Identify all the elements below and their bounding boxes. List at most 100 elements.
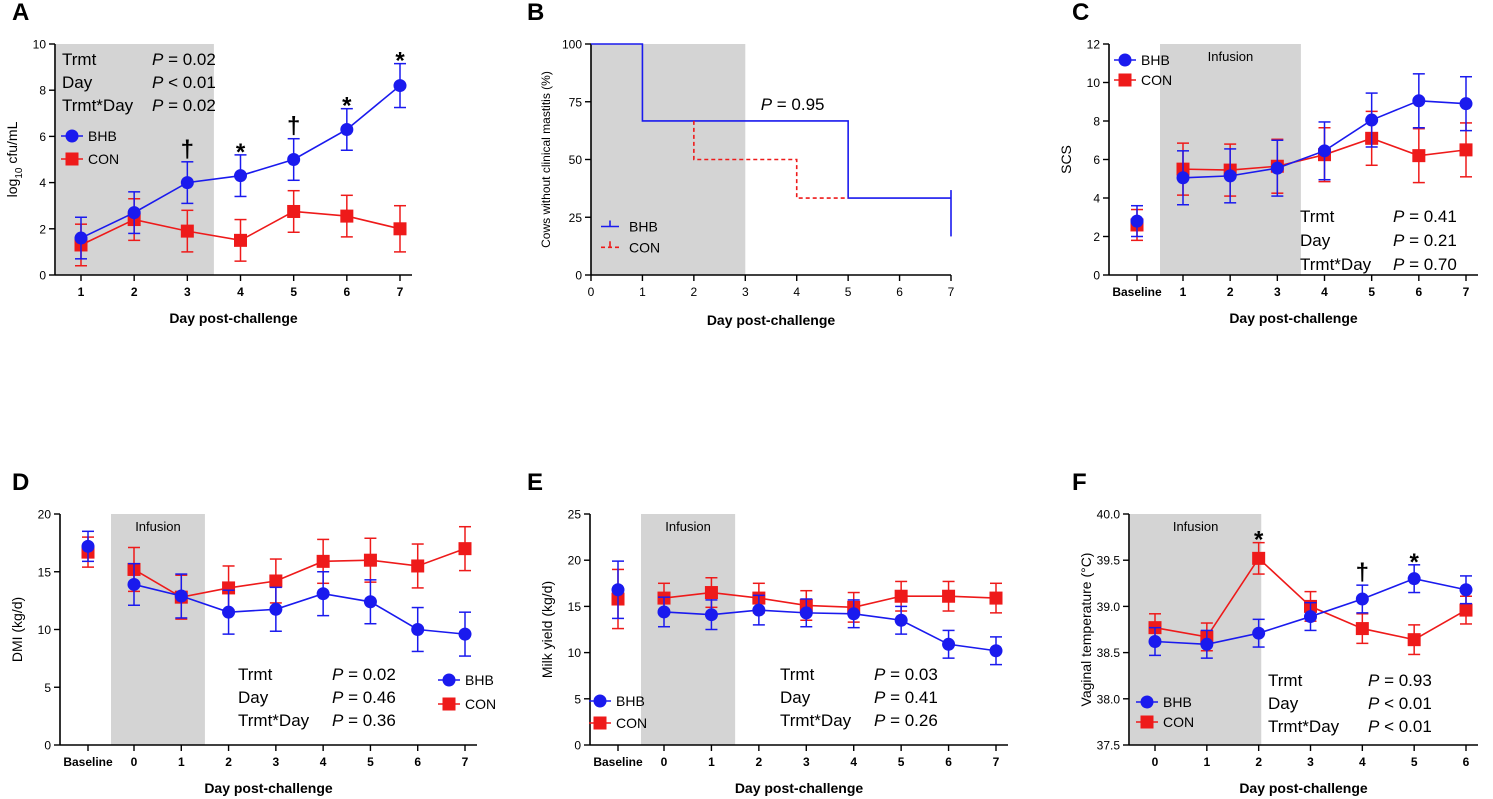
stat-term: Day bbox=[1268, 694, 1299, 713]
data-point-BHB bbox=[1148, 635, 1162, 649]
panel-E: Infusion 0 5 10 15 20 25 Baseline 0 1 2 3 4 5 6 7 Day po… bbox=[527, 469, 1008, 796]
data-point-CON bbox=[942, 589, 956, 603]
x-tick-label: 4 bbox=[237, 285, 244, 299]
data-point-BHB bbox=[393, 79, 407, 93]
x-tick-label: 6 bbox=[1463, 755, 1470, 769]
legend-marker-BHB bbox=[442, 673, 456, 687]
y-tick-label: 12 bbox=[1087, 38, 1101, 52]
data-point-CON bbox=[234, 233, 247, 247]
significance-marker: * bbox=[342, 93, 352, 120]
y-tick-label: 25 bbox=[568, 508, 582, 522]
stat-term: Trmt*Day bbox=[238, 711, 310, 730]
y-tick-label: 6 bbox=[1093, 153, 1100, 167]
data-point-CON bbox=[222, 581, 236, 595]
stat-p: P < 0.01 bbox=[1368, 694, 1432, 713]
legend-marker-BHB bbox=[65, 129, 79, 143]
y-tick-label: 15 bbox=[38, 565, 52, 579]
stat-p-letter: P bbox=[874, 665, 886, 684]
stat-p: P = 0.46 bbox=[332, 688, 396, 707]
stat-p-value: < 0.01 bbox=[1379, 694, 1431, 713]
stat-p-letter: P bbox=[152, 50, 164, 69]
x-axis-title: Day post-challenge bbox=[169, 310, 298, 326]
data-point-BHB bbox=[1412, 94, 1426, 108]
panel-F: Infusion 37.5 38.0 38.5 39.0 39.5 40.0 0 1 2 3 4 5 6 D… bbox=[1072, 469, 1478, 796]
x-tick-label: 1 bbox=[1180, 285, 1187, 299]
stat-p-value: = 0.93 bbox=[1379, 671, 1431, 690]
data-point-BHB bbox=[1270, 161, 1284, 175]
x-tick-label: 1 bbox=[1203, 755, 1210, 769]
significance-marker: * bbox=[395, 48, 405, 75]
data-point-CON bbox=[894, 589, 908, 603]
stat-term: Trmt bbox=[1300, 207, 1335, 226]
stat-p-letter: P bbox=[332, 688, 344, 707]
stat-p: P = 0.03 bbox=[874, 665, 938, 684]
legend-marker-CON bbox=[593, 716, 607, 730]
stat-term: Trmt bbox=[238, 665, 273, 684]
data-point-BHB bbox=[799, 606, 813, 620]
x-axis-title: Day post-challenge bbox=[1229, 310, 1358, 326]
y-tick-label: 38.0 bbox=[1097, 692, 1121, 706]
data-point-BHB bbox=[704, 608, 718, 622]
y-tick-label: 10 bbox=[568, 646, 582, 660]
data-point-BHB bbox=[942, 637, 956, 651]
stat-p-value: = 0.41 bbox=[1404, 207, 1456, 226]
data-point-BHB bbox=[269, 602, 283, 616]
stat-p-letter: P bbox=[1393, 231, 1405, 250]
data-point-BHB bbox=[1223, 169, 1237, 183]
legend-label-BHB: BHB bbox=[465, 672, 494, 688]
y-tick-label: 0 bbox=[1093, 269, 1100, 283]
x-tick-label: 4 bbox=[793, 285, 800, 299]
y-tick-label: 8 bbox=[1093, 115, 1100, 129]
data-point-BHB bbox=[316, 587, 330, 601]
stat-term: Day bbox=[238, 688, 269, 707]
legend-marker-BHB bbox=[593, 694, 607, 708]
y-tick-label: 0 bbox=[575, 269, 582, 283]
panel-D: Infusion 0 5 10 15 20 Baseline 0 1 2 3 4 5 6 7 Day post… bbox=[9, 469, 496, 796]
y-axis-title: log10 cfu/mL bbox=[4, 121, 25, 197]
x-tick-label: 0 bbox=[1152, 755, 1159, 769]
infusion-label: Infusion bbox=[1208, 49, 1254, 64]
data-point-BHB bbox=[657, 605, 671, 619]
data-point-BHB bbox=[74, 231, 88, 245]
data-point-BHB bbox=[81, 539, 95, 553]
x-tick-label: 4 bbox=[1359, 755, 1366, 769]
legend-marker-BHB bbox=[1140, 695, 1154, 709]
data-point-BHB bbox=[234, 169, 247, 183]
infusion-shade bbox=[641, 514, 736, 745]
stat-p-letter: P bbox=[1368, 717, 1380, 736]
data-point-CON bbox=[1407, 633, 1421, 647]
data-point-CON bbox=[1252, 551, 1266, 565]
y-tick-label: 100 bbox=[562, 38, 582, 52]
y-axis-title: Vaginal temperature (°C) bbox=[1078, 553, 1094, 707]
data-point-BHB bbox=[127, 206, 141, 220]
data-point-BHB bbox=[411, 623, 425, 636]
data-point-CON bbox=[989, 591, 1003, 605]
x-tick-label: 2 bbox=[225, 755, 232, 769]
data-point-CON bbox=[411, 559, 425, 573]
x-tick-label: Baseline bbox=[593, 755, 643, 769]
data-point-CON bbox=[340, 209, 354, 223]
significance-marker: * bbox=[1409, 549, 1419, 576]
legend-label-BHB: BHB bbox=[1163, 694, 1192, 710]
data-point-BHB bbox=[752, 603, 766, 617]
series-line-BHB bbox=[663, 609, 997, 652]
y-tick-label: 20 bbox=[568, 554, 582, 568]
x-axis-title: Day post-challenge bbox=[1239, 780, 1368, 796]
x-tick-label: 1 bbox=[708, 755, 715, 769]
x-axis-title: Day post-challenge bbox=[735, 780, 864, 796]
x-tick-label: 3 bbox=[1274, 285, 1281, 299]
data-point-BHB bbox=[180, 176, 194, 190]
data-point-BHB bbox=[611, 583, 625, 597]
y-tick-label: 10 bbox=[38, 623, 52, 637]
legend-marker-CON bbox=[442, 697, 456, 711]
data-point-BHB bbox=[1252, 626, 1266, 640]
legend-label-BHB: BHB bbox=[88, 128, 117, 144]
x-tick-label: 7 bbox=[1463, 285, 1470, 299]
stat-p: P = 0.02 bbox=[332, 665, 396, 684]
y-tick-label: 39.5 bbox=[1097, 554, 1121, 568]
stat-p-value: = 0.70 bbox=[1404, 255, 1456, 274]
legend-label-CON: CON bbox=[88, 151, 119, 167]
y-title-part: log bbox=[4, 179, 20, 198]
x-tick-label: 2 bbox=[1255, 755, 1262, 769]
